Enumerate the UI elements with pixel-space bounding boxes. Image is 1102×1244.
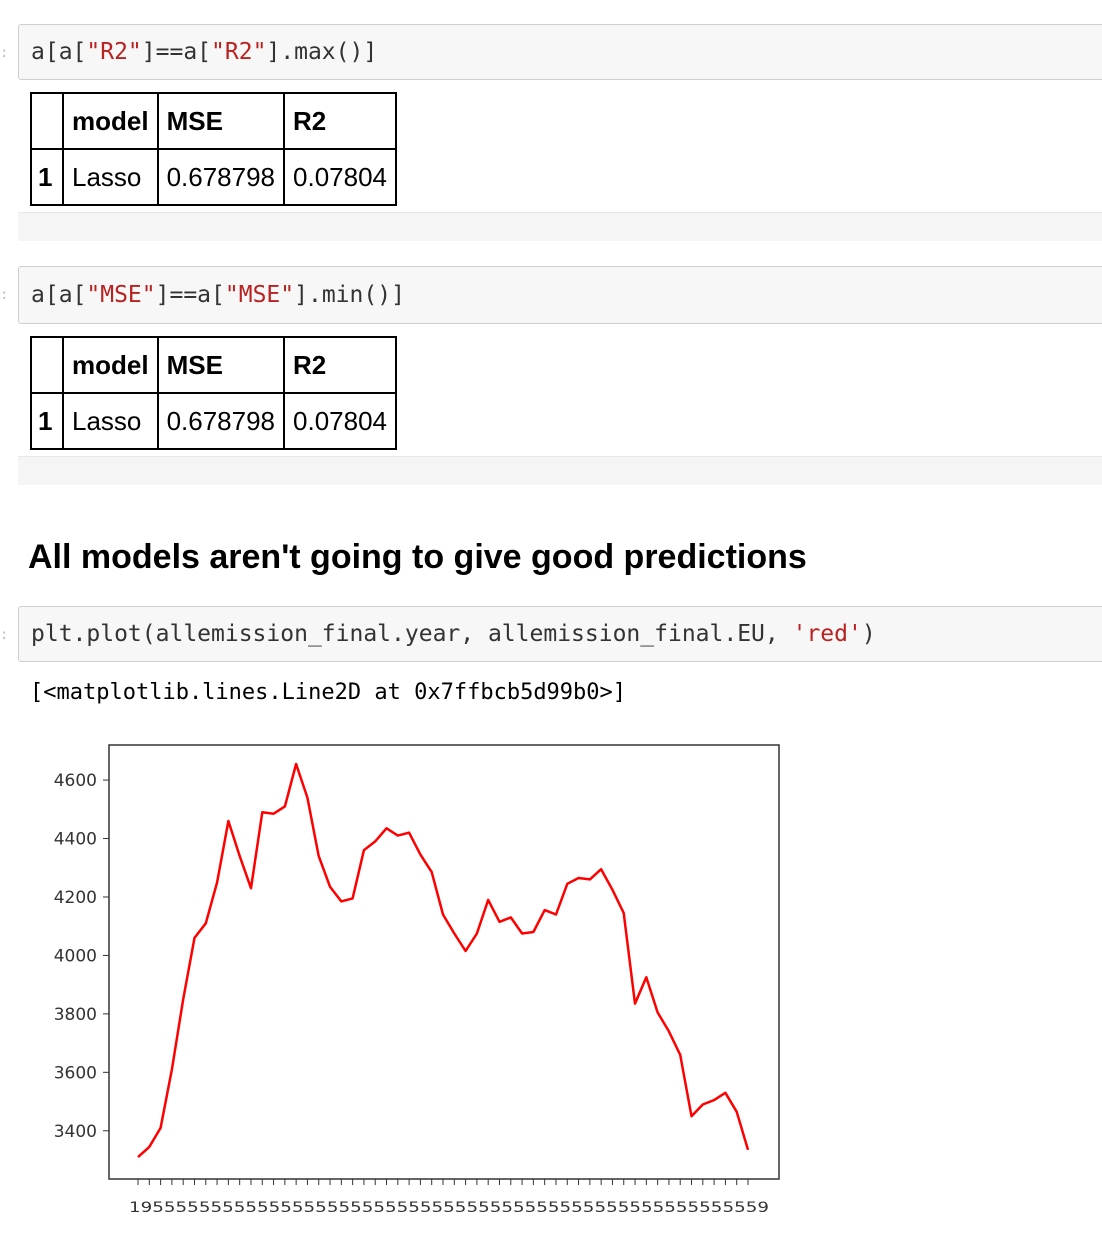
table-header-index bbox=[31, 337, 63, 393]
table-header-r2: R2 bbox=[284, 93, 396, 149]
cell-mse: 0.678798 bbox=[158, 149, 284, 205]
table-header-mse: MSE bbox=[158, 93, 284, 149]
cell-model: Lasso bbox=[63, 393, 158, 449]
cell-gutter-mark: : bbox=[0, 290, 6, 300]
code-string: 'red' bbox=[793, 621, 862, 647]
line-chart: 3400 3600 3800 4000 4200 4400 4600 19555555555… bbox=[0, 720, 820, 1240]
code-string: "MSE" bbox=[225, 282, 294, 308]
code-segment: a[a[ bbox=[31, 282, 86, 308]
markdown-heading: All models aren't going to give good pre… bbox=[28, 538, 807, 577]
y-tick-label: 4400 bbox=[54, 830, 97, 850]
table-header-model: model bbox=[63, 93, 158, 149]
plot-area-frame bbox=[109, 745, 779, 1179]
row-index: 1 bbox=[31, 393, 63, 449]
y-tick-label: 3600 bbox=[54, 1063, 97, 1083]
x-tick-labels-overlapping: 1955555555555555555555555555555555555555… bbox=[129, 1200, 769, 1216]
plot-return-output: [<matplotlib.lines.Line2D at 0x7ffbcb5d9… bbox=[30, 680, 626, 705]
code-segment: ].min()] bbox=[294, 282, 405, 308]
code-segment: ]==a[ bbox=[156, 282, 225, 308]
plot-output: 3400 3600 3800 4000 4200 4400 4600 19555555555… bbox=[0, 720, 820, 1240]
code-string: "R2" bbox=[211, 39, 266, 65]
x-axis bbox=[138, 1179, 748, 1185]
y-axis: 3400 3600 3800 4000 4200 4400 4600 bbox=[54, 771, 109, 1142]
table-header-row: model MSE R2 bbox=[31, 337, 396, 393]
table-header-row: model MSE R2 bbox=[31, 93, 396, 149]
cell-gutter-mark: : bbox=[0, 48, 6, 58]
table-row: 1 Lasso 0.678798 0.07804 bbox=[31, 393, 396, 449]
cell-r2: 0.07804 bbox=[284, 393, 396, 449]
code-cell-r2-max[interactable]: a[a["R2"]==a["R2"].max()] bbox=[18, 24, 1102, 80]
code-segment: ].max()] bbox=[266, 39, 377, 65]
code-segment: a[a[ bbox=[31, 39, 86, 65]
table-header-r2: R2 bbox=[284, 337, 396, 393]
y-tick-label: 4000 bbox=[54, 946, 97, 966]
y-tick-label: 4600 bbox=[54, 771, 97, 791]
cell-r2: 0.07804 bbox=[284, 149, 396, 205]
table-header-mse: MSE bbox=[158, 337, 284, 393]
table-header-model: model bbox=[63, 337, 158, 393]
output-separator bbox=[18, 212, 1102, 241]
y-tick-label: 4200 bbox=[54, 888, 97, 908]
code-segment: ) bbox=[862, 621, 876, 647]
code-string: "R2" bbox=[86, 39, 141, 65]
y-tick-label: 3800 bbox=[54, 1005, 97, 1025]
output-separator bbox=[18, 456, 1102, 485]
cell-model: Lasso bbox=[63, 149, 158, 205]
table-header-index bbox=[31, 93, 63, 149]
dataframe-output-r2: model MSE R2 1 Lasso 0.678798 0.07804 bbox=[30, 92, 397, 206]
cell-mse: 0.678798 bbox=[158, 393, 284, 449]
code-cell-mse-min[interactable]: a[a["MSE"]==a["MSE"].min()] bbox=[18, 266, 1102, 324]
y-tick-label: 3400 bbox=[54, 1122, 97, 1142]
cell-gutter-mark: : bbox=[0, 630, 6, 640]
row-index: 1 bbox=[31, 149, 63, 205]
dataframe-output-mse: model MSE R2 1 Lasso 0.678798 0.07804 bbox=[30, 336, 397, 450]
code-string: "MSE" bbox=[86, 282, 155, 308]
code-segment: plt.plot(allemission_final.year, allemis… bbox=[31, 621, 793, 647]
table-row: 1 Lasso 0.678798 0.07804 bbox=[31, 149, 396, 205]
code-cell-plot[interactable]: plt.plot(allemission_final.year, allemis… bbox=[18, 606, 1102, 662]
code-segment: ]==a[ bbox=[142, 39, 211, 65]
